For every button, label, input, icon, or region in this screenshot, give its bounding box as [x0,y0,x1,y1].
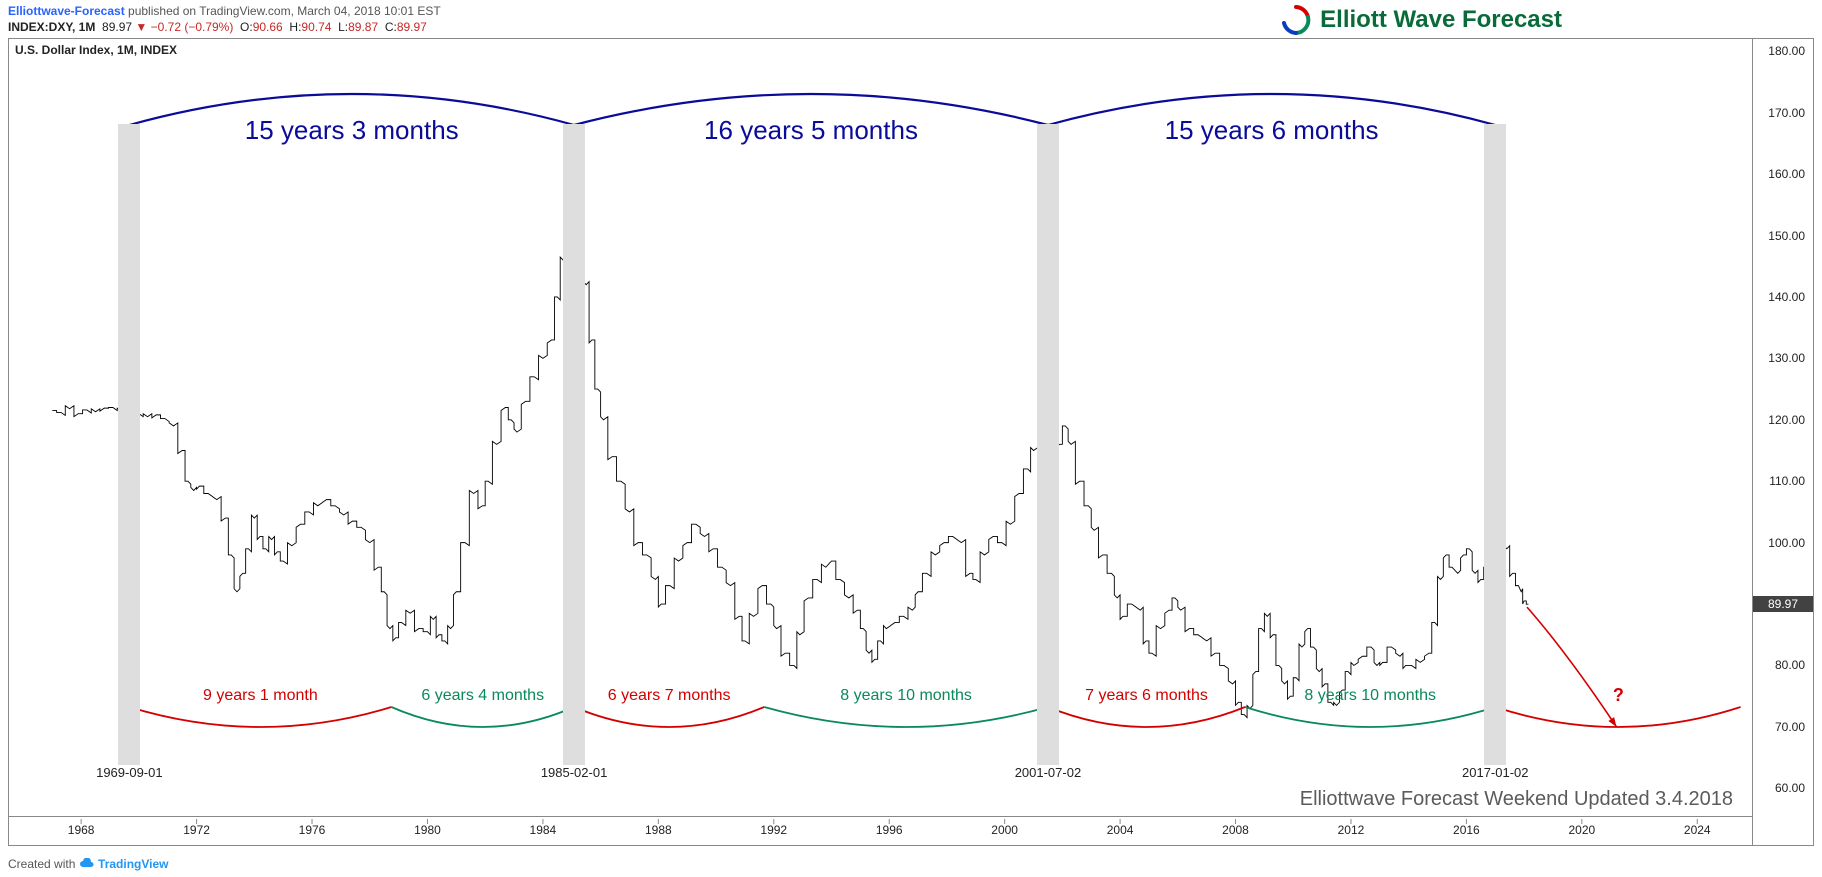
cycle-date-label: 1969-09-01 [96,765,163,780]
x-tick-label: 1996 [876,823,903,837]
chart-footer: Elliottwave Forecast Weekend Updated 3.4… [1300,788,1733,811]
bottom-cycle-label: 8 years 10 months [1304,687,1436,705]
publisher-name: Elliottwave-Forecast [8,4,125,18]
cycle-band [563,124,585,765]
publish-info: Elliottwave-Forecast published on Tradin… [8,4,441,18]
high: 90.74 [301,20,331,34]
top-cycle-label: 15 years 6 months [1165,115,1379,146]
bottom-cycle-label: 6 years 4 months [421,687,544,705]
tradingview-link[interactable]: TradingView [98,857,168,871]
last-price-marker: 89.97 [1753,596,1813,612]
low: 89.87 [348,20,378,34]
x-tick-label: 1988 [645,823,672,837]
y-tick-label: 150.00 [1768,229,1805,243]
down-arrow-icon: ▼ [135,20,150,34]
y-tick-label: 170.00 [1768,106,1805,120]
bottom-cycle-label: 8 years 10 months [840,687,972,705]
cycle-date-label: 1985-02-01 [541,765,608,780]
publish-suffix: published on TradingView.com, March 04, … [125,4,441,18]
last-price-text: 89.97 [102,20,132,34]
symbol: INDEX:DXY, 1M [8,20,95,34]
x-tick-label: 1984 [530,823,557,837]
cycle-band [1484,124,1506,765]
y-tick-label: 100.00 [1768,536,1805,550]
chart-frame[interactable]: U.S. Dollar Index, 1M, INDEX 60.0070.008… [8,38,1814,846]
wave-logo-icon [1280,4,1312,36]
change: −0.72 (−0.79%) [151,20,234,34]
cycle-date-label: 2001-07-02 [1015,765,1082,780]
x-tick-label: 1992 [760,823,787,837]
x-tick-label: 2012 [1338,823,1365,837]
x-tick-label: 1972 [183,823,210,837]
open: 90.66 [253,20,283,34]
x-tick-label: 1968 [68,823,95,837]
y-tick-label: 120.00 [1768,413,1805,427]
y-tick-label: 70.00 [1775,720,1805,734]
credit-prefix: Created with [8,857,79,871]
bottom-cycle-label: 9 years 1 month [203,687,318,705]
top-cycle-label: 16 years 5 months [704,115,918,146]
cycle-date-label: 2017-01-02 [1462,765,1529,780]
cycle-band [1037,124,1059,765]
bottom-cycle-label: 6 years 7 months [608,687,731,705]
cloud-icon [79,858,95,870]
brand-logo: Elliott Wave Forecast [1280,4,1562,36]
y-tick-label: 180.00 [1768,44,1805,58]
x-tick-label: 2004 [1107,823,1134,837]
x-tick-label: 1980 [414,823,441,837]
plot-svg [9,39,1815,847]
top-cycle-label: 15 years 3 months [245,115,459,146]
x-tick-label: 2016 [1453,823,1480,837]
y-tick-label: 160.00 [1768,167,1805,181]
y-tick-label: 130.00 [1768,351,1805,365]
x-tick-label: 2000 [991,823,1018,837]
y-tick-label: 110.00 [1769,474,1805,488]
x-tick-label: 2024 [1684,823,1711,837]
cycle-band [118,124,140,765]
future-question-mark: ? [1613,685,1624,706]
tradingview-credit: Created with TradingView [8,857,169,871]
x-tick-label: 1976 [299,823,326,837]
x-tick-label: 2020 [1568,823,1595,837]
brand-name: Elliott Wave Forecast [1320,6,1562,34]
ohlc-bar: INDEX:DXY, 1M 89.97 ▼ −0.72 (−0.79%) O:9… [8,20,427,34]
y-tick-label: 80.00 [1775,658,1805,672]
y-tick-label: 60.00 [1775,781,1805,795]
bottom-cycle-label: 7 years 6 months [1085,687,1208,705]
close: 89.97 [397,20,427,34]
x-tick-label: 2008 [1222,823,1249,837]
y-tick-label: 140.00 [1768,290,1805,304]
